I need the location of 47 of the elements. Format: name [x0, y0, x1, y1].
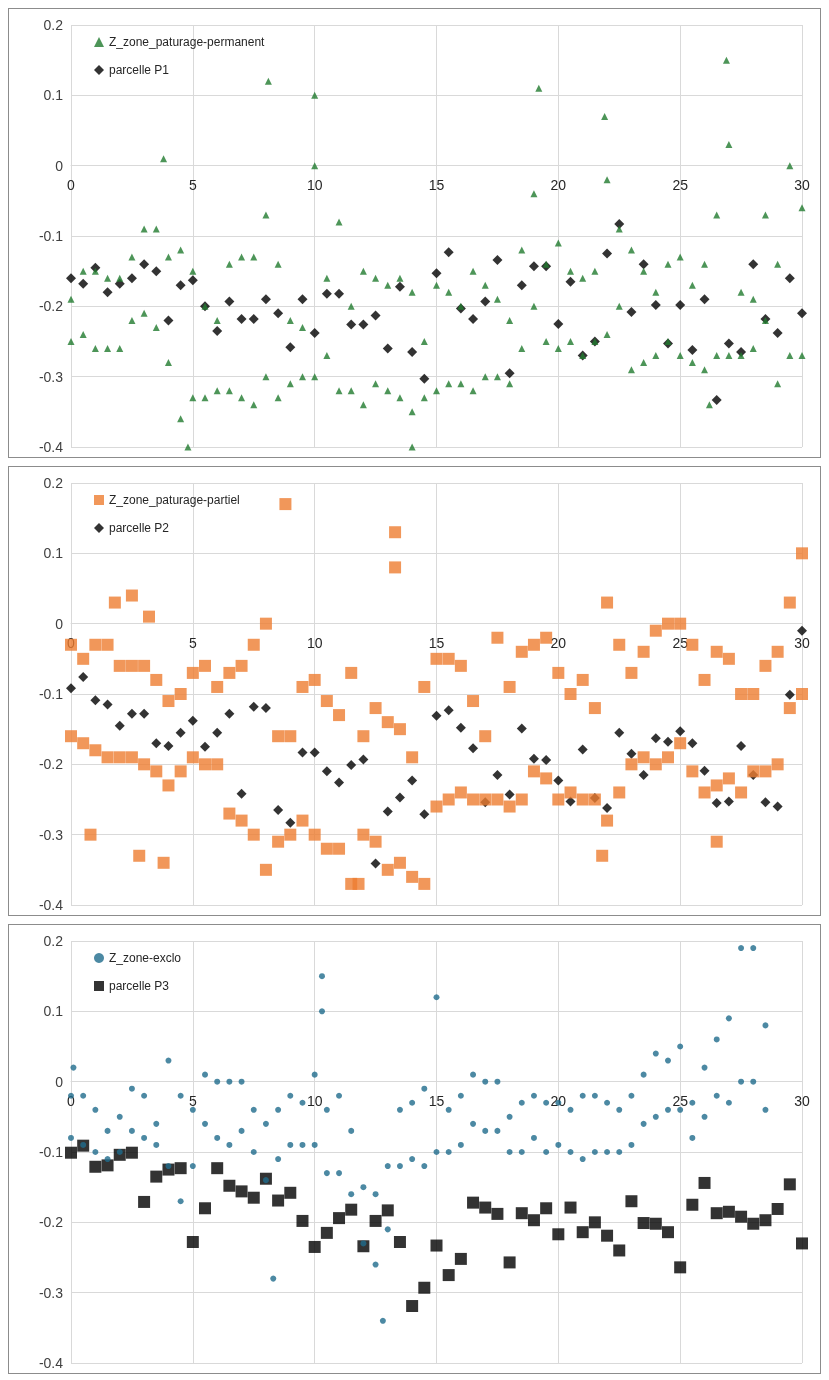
y-tick-label: 0.1	[43, 545, 64, 562]
x-tick-label: 30	[794, 176, 810, 193]
x-tick-label: 0	[67, 1092, 76, 1109]
y-tick-label: 0.1	[43, 87, 64, 104]
y-tick-label: -0.1	[38, 1144, 64, 1160]
x-tick-label: 20	[550, 634, 567, 651]
legend-label: Z_zone-exclo	[109, 951, 182, 965]
x-tick-label: 15	[428, 634, 445, 651]
y-tick-label: 0.2	[43, 475, 64, 491]
y-tick-label: 0	[55, 1073, 64, 1090]
x-tick-label: 10	[306, 176, 323, 193]
x-tick-label: 10	[306, 1092, 323, 1109]
y-tick-label: -0.3	[38, 368, 64, 385]
x-tick-label: 5	[188, 634, 197, 651]
legend-label: parcelle P2	[109, 521, 170, 535]
x-tick-label: 25	[672, 176, 689, 193]
x-tick-label: 30	[794, 1092, 810, 1109]
x-tick-label: 10	[306, 634, 323, 651]
x-tick-label: 20	[550, 176, 567, 193]
y-tick-label: -0.2	[38, 298, 64, 315]
y-tick-label: 0.2	[43, 17, 64, 33]
y-tick-label: -0.3	[38, 826, 64, 843]
y-tick-label: -0.2	[38, 1214, 64, 1231]
y-tick-label: -0.4	[38, 439, 64, 455]
x-tick-label: 15	[428, 176, 445, 193]
y-tick-label: 0.1	[43, 1003, 64, 1020]
x-tick-label: 5	[188, 1092, 197, 1109]
y-tick-label: 0.2	[43, 933, 64, 949]
legend-label: Z_zone_paturage-partiel	[109, 493, 240, 507]
y-tick-label: -0.1	[38, 686, 64, 702]
y-tick-label: 0	[55, 157, 64, 174]
x-tick-label: 15	[428, 1092, 445, 1109]
x-tick-label: 0	[67, 176, 76, 193]
legend-label: parcelle P3	[109, 979, 170, 993]
x-tick-label: 30	[794, 634, 810, 651]
x-tick-label: 25	[672, 1092, 689, 1109]
y-tick-label: 0	[55, 615, 64, 632]
legend-label: Z_zone_paturage-permanent	[109, 35, 266, 49]
y-tick-label: -0.2	[38, 756, 64, 773]
y-tick-label: -0.4	[38, 897, 64, 913]
x-tick-label: 20	[550, 1092, 567, 1109]
x-tick-label: 5	[188, 176, 197, 193]
y-tick-label: -0.1	[38, 228, 64, 244]
y-tick-label: -0.3	[38, 1284, 64, 1301]
legend-label: parcelle P1	[109, 63, 170, 77]
y-tick-label: -0.4	[38, 1355, 64, 1371]
x-tick-label: 0	[67, 634, 76, 651]
